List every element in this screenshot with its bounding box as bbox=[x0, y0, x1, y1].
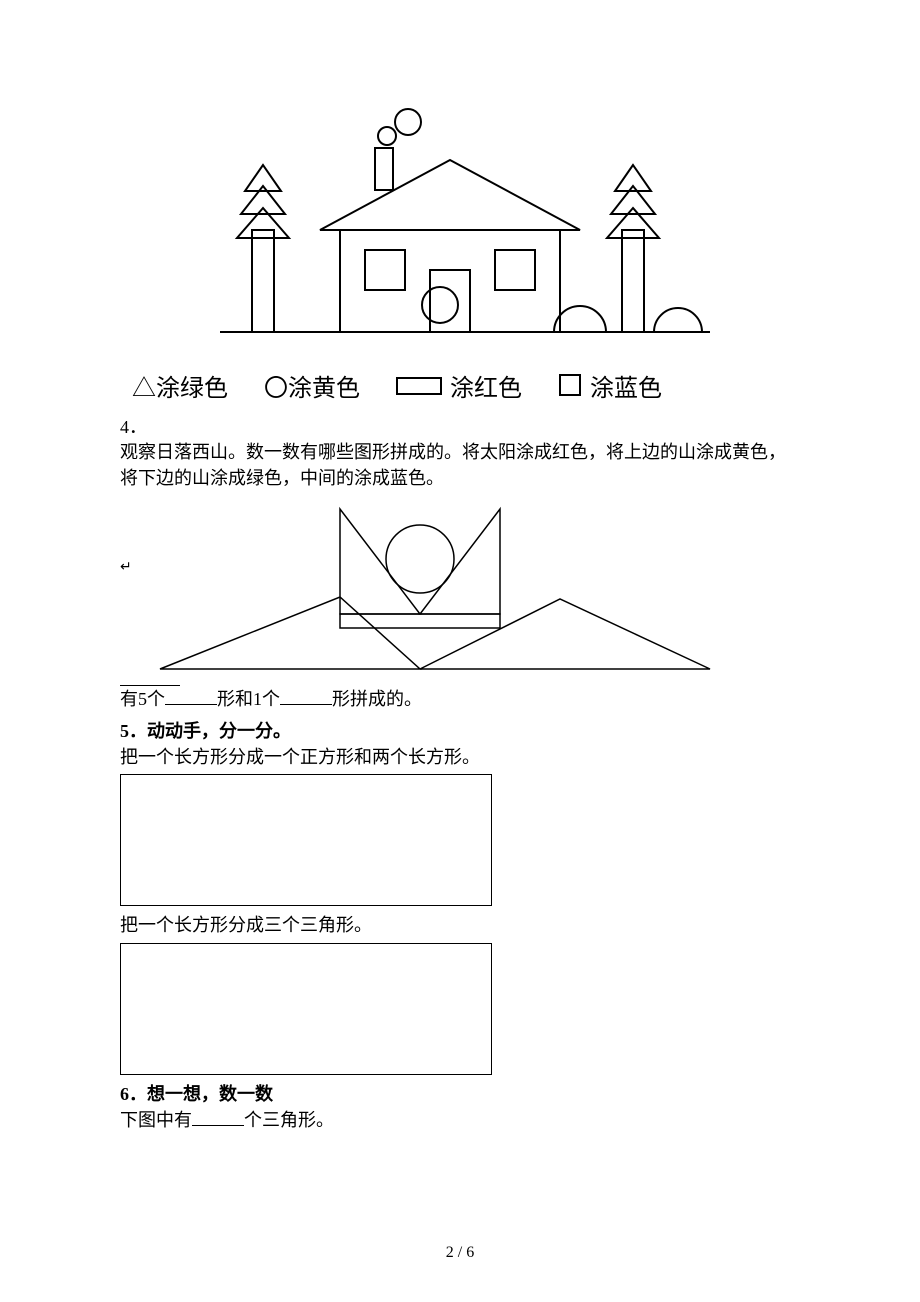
q5-heading: 5．动动手，分一分。 bbox=[120, 718, 800, 744]
q4-fill-line: 有5个 形和1个 形拼成的。 bbox=[120, 686, 800, 712]
legend-rect-wide-text: 涂红色 bbox=[450, 368, 522, 403]
q4-blank-2[interactable] bbox=[280, 686, 332, 705]
q4-prefix: 有5个 bbox=[120, 689, 165, 709]
q6-suffix: 个三角形。 bbox=[244, 1110, 334, 1130]
q5-line1: 把一个长方形分成一个正方形和两个长方形。 bbox=[120, 744, 800, 770]
rect-wide-icon bbox=[396, 375, 444, 397]
legend-triangle-text: △涂绿色 bbox=[132, 368, 228, 403]
q4-blank-1[interactable] bbox=[165, 686, 217, 705]
q4-number: 4． bbox=[120, 413, 800, 439]
legend-rect-wide: 涂红色 bbox=[396, 368, 522, 403]
q5-line2: 把一个长方形分成三个三角形。 bbox=[120, 912, 800, 938]
legend-square: 涂蓝色 bbox=[558, 368, 662, 403]
q6-prefix: 下图中有 bbox=[120, 1110, 192, 1130]
q6-line: 下图中有 个三角形。 bbox=[120, 1107, 800, 1133]
q6-blank[interactable] bbox=[192, 1107, 244, 1126]
q5-box-2[interactable] bbox=[120, 943, 492, 1075]
legend-circle: 〇涂黄色 bbox=[264, 368, 360, 403]
q4-text: 观察日落西山。数一数有哪些图形拼成的。将太阳涂成红色，将上边的山涂成黄色，将下边… bbox=[120, 439, 800, 491]
house-scene-figure bbox=[180, 100, 740, 350]
legend-triangle: △涂绿色 bbox=[132, 368, 228, 403]
sunset-figure bbox=[140, 499, 740, 679]
page-number: 2 / 6 bbox=[0, 1244, 920, 1262]
legend-row: △涂绿色 〇涂黄色 涂红色 涂蓝色 bbox=[120, 368, 800, 403]
legend-circle-text: 〇涂黄色 bbox=[264, 368, 360, 403]
q4-suffix: 形拼成的。 bbox=[332, 689, 422, 709]
paragraph-mark-icon: ↵ bbox=[120, 559, 132, 576]
q6-heading: 6．想一想，数一数 bbox=[120, 1081, 800, 1107]
q4-mid: 形和1个 bbox=[217, 689, 280, 709]
q5-box-1[interactable] bbox=[120, 774, 492, 906]
legend-square-text: 涂蓝色 bbox=[590, 368, 662, 403]
square-icon bbox=[558, 373, 584, 399]
